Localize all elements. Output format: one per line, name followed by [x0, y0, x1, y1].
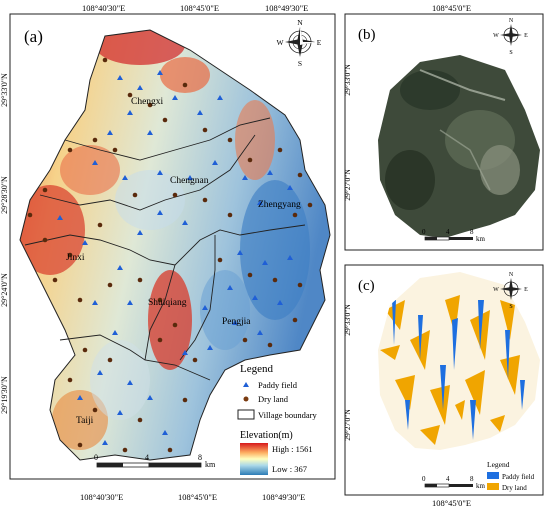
compass-icon: N S E W [276, 18, 321, 68]
compass-w: W [276, 38, 284, 47]
panel-c-left-coord: 29°27'0"N [343, 409, 352, 441]
dry-land-markers [27, 57, 313, 453]
legend-low-label: Low : 367 [272, 464, 307, 474]
legend-boundary-label: Village boundary [258, 410, 317, 420]
panel-b-left-coord: 29°33'0"N [343, 64, 352, 96]
village-label: Chengxi [131, 97, 164, 107]
panel-a-scale-bar: 0 4 8 km [94, 453, 216, 469]
panel-a-left-coord: 29°19'30"N [0, 376, 9, 414]
legend-title: Legend [240, 363, 273, 375]
legend-title: Legend [487, 460, 510, 469]
scale-end: 8 [470, 228, 474, 236]
legend-dry-swatch [487, 483, 499, 490]
compass-s: S [509, 304, 512, 310]
paddy-field-markers [57, 70, 293, 445]
panel-a-left-coord: 29°28'30"N [0, 176, 9, 214]
panel-a-legend: Legend Paddy field Dry land Village boun… [237, 363, 317, 475]
panel-c: (c) 108°45'0"E 29°33'0"N 29°27'0"N N S E… [343, 264, 544, 508]
legend-boundary-symbol [237, 409, 255, 420]
village-label: Jinxi [66, 253, 85, 263]
panel-a: (a) 108°40'30"E 108°45'0"E 108°49'30"E 1… [0, 3, 336, 502]
scale-mid: 4 [446, 228, 450, 236]
land-use-map [378, 272, 540, 450]
village-label: Chengnan [170, 176, 209, 186]
scale-zero: 0 [422, 228, 426, 236]
scale-unit: km [205, 460, 216, 469]
panel-a-bottom-coord: 108°49'30"E [262, 492, 305, 502]
village-label: Zhengyang [258, 200, 301, 210]
panel-c-bottom-coord: 108°45'0"E [432, 498, 471, 508]
elevation-colorbar [240, 443, 268, 475]
compass-e: E [524, 287, 528, 293]
compass-e: E [317, 38, 322, 47]
panel-c-label: (c) [358, 278, 375, 294]
scale-zero: 0 [422, 475, 426, 483]
compass-n: N [297, 18, 303, 27]
legend-dry-label: Dry land [502, 484, 527, 492]
legend-dry-symbol [243, 396, 249, 402]
scale-mid: 4 [446, 475, 450, 483]
panel-b-top-coord: 108°45'0"E [432, 3, 471, 13]
panel-a-label: (a) [24, 27, 43, 46]
panel-a-top-coord: 108°49'30"E [265, 3, 308, 13]
compass-icon: N S E W [493, 272, 528, 310]
village-label: Shuiqiang [148, 298, 187, 308]
scale-unit: km [476, 235, 486, 243]
panel-b-left-coord: 29°27'0"N [343, 169, 352, 201]
compass-n: N [509, 272, 514, 278]
panel-a-bottom-coord: 108°45'0"E [178, 492, 217, 502]
panel-a-top-coord: 108°40'30"E [82, 3, 125, 13]
village-boundaries [24, 117, 306, 381]
panel-a-left-coord: 29°33'0"N [0, 73, 9, 107]
panel-b: (b) 108°45'0"E 29°33'0"N 29°27'0"N N S E… [343, 3, 544, 251]
compass-w: W [493, 287, 499, 293]
panel-a-left-coord: 29°24'0"N [0, 273, 9, 307]
compass-e: E [524, 33, 528, 39]
village-label: Pengjia [222, 317, 251, 327]
village-label: Taiji [76, 416, 94, 426]
panel-a-bottom-coord: 108°40'30"E [80, 492, 123, 502]
scale-mid: 4 [145, 453, 149, 462]
legend-high-label: High : 1561 [272, 444, 313, 454]
compass-n: N [509, 18, 514, 24]
compass-s: S [298, 59, 302, 68]
panel-c-left-coord: 29°33'0"N [343, 304, 352, 336]
compass-icon: N S E W [493, 18, 528, 56]
compass-s: S [509, 50, 512, 56]
panel-c-legend: Legend Paddy field Dry land [487, 460, 535, 492]
scale-end: 8 [470, 475, 474, 483]
scale-end: 8 [198, 453, 202, 462]
scale-unit: km [476, 482, 486, 490]
compass-w: W [493, 33, 499, 39]
panel-a-top-coord: 108°45'0"E [180, 3, 219, 13]
legend-elev-title: Elevation(m) [240, 430, 293, 441]
panel-b-label: (b) [358, 27, 376, 43]
legend-paddy-label: Paddy field [258, 380, 298, 390]
legend-paddy-label: Paddy field [502, 473, 535, 481]
legend-dry-label: Dry land [258, 394, 289, 404]
legend-paddy-swatch [487, 472, 499, 479]
panel-b-scale-bar: 0 4 8 km [422, 228, 486, 243]
panel-c-scale-bar: 0 4 8 km [422, 475, 486, 490]
legend-paddy-symbol [243, 382, 249, 387]
scale-zero: 0 [94, 453, 98, 462]
